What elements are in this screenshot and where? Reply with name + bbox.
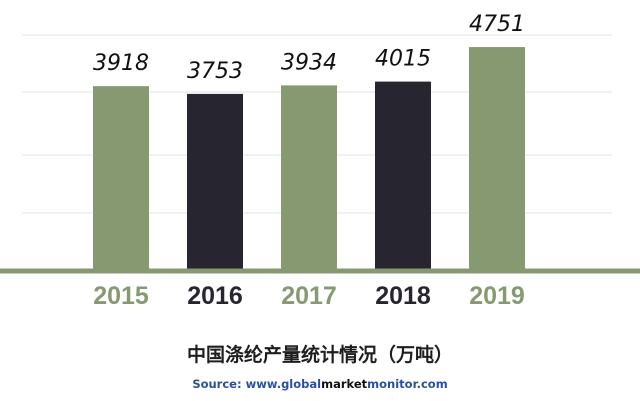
- value-label-2016: 3753: [187, 59, 243, 84]
- x-tick-2019: 2019: [469, 282, 525, 310]
- value-label-2015: 3918: [93, 51, 149, 76]
- x-tick-2018: 2018: [375, 282, 431, 310]
- value-label-2019: 4751: [469, 12, 525, 37]
- source-global: global: [281, 377, 322, 391]
- x-tick-2017: 2017: [281, 282, 337, 310]
- value-label-2017: 3934: [281, 50, 337, 75]
- source-monitor: monitor: [367, 377, 417, 391]
- source-prefix: Source: www.: [192, 377, 282, 391]
- bar-2019: [469, 47, 525, 270]
- value-label-2018: 4015: [375, 47, 431, 72]
- x-tick-2016: 2016: [187, 282, 243, 310]
- bars: [93, 47, 525, 270]
- x-tick-2015: 2015: [93, 282, 149, 310]
- bar-2017: [281, 85, 337, 270]
- value-labels: 3918 3753 3934 4015 4751: [93, 12, 525, 84]
- source-suffix: .com: [416, 377, 448, 391]
- chart-title: 中国涤纶产量统计情况（万吨）: [186, 344, 453, 366]
- bar-2016: [187, 93, 243, 270]
- bar-2015: [93, 86, 149, 270]
- bar-2018: [375, 81, 431, 270]
- source-line: Source: www.globalmarketmonitor.com: [0, 377, 640, 391]
- source-market: market: [321, 377, 368, 391]
- x-tick-labels: 2015 2016 2017 2018 2019: [93, 282, 525, 310]
